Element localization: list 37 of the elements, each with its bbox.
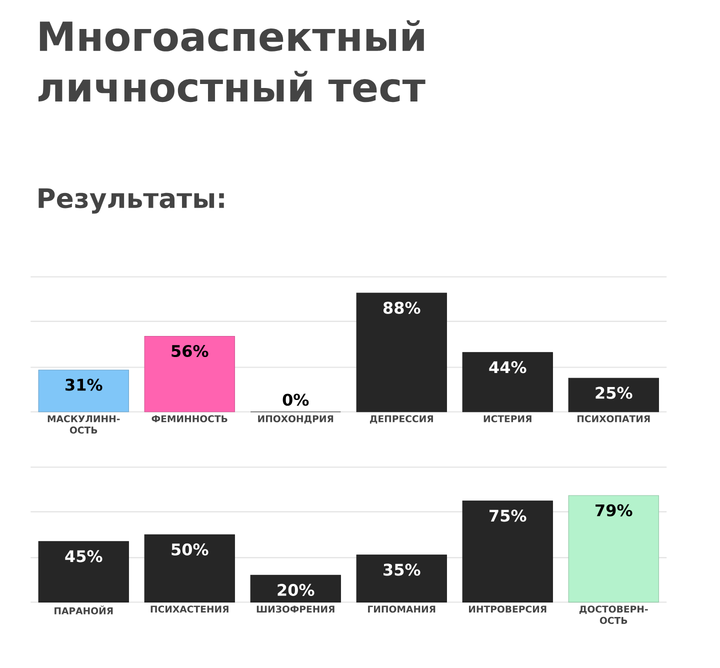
- bar: [38, 541, 129, 602]
- data-label: 25%: [596, 386, 632, 399]
- data-label: 45%: [65, 550, 102, 562]
- x-tick-label: ПАРАНОЙЯ: [54, 606, 113, 614]
- bar: [356, 292, 447, 412]
- data-label: 20%: [278, 584, 314, 596]
- data-label: 31%: [66, 378, 102, 391]
- data-label: 35%: [384, 564, 420, 576]
- x-tick-label: ДЕПРЕССИЯ: [370, 415, 433, 424]
- bar: [250, 574, 341, 602]
- data-label: 50%: [172, 543, 208, 556]
- data-label: 79%: [596, 504, 632, 516]
- data-label: 0%: [282, 394, 309, 406]
- bar: [38, 370, 129, 412]
- x-tick-label: ПСИХОПАТИЯ: [577, 415, 650, 422]
- x-tick-label: ИНТРОВЕРСИЯ: [469, 606, 546, 613]
- bar: [144, 534, 235, 602]
- bar: [356, 554, 447, 602]
- x-tick-label: ШИЗОФРЕНИЯ: [256, 606, 334, 613]
- data-label: 75%: [490, 510, 526, 522]
- chart-title: Многоаспектный личностный тест: [38, 20, 426, 102]
- bar: [568, 378, 659, 412]
- data-label: 56%: [172, 344, 208, 358]
- x-tick-label: ГИПОМАНИЯ: [368, 606, 436, 613]
- bar: [144, 336, 235, 412]
- x-tick-label: ПСИХАСТЕНИЯ: [150, 606, 228, 613]
- bar: [568, 495, 659, 602]
- x-tick-label: ФЕМИННОСТЬ: [152, 415, 228, 422]
- x-tick-label: ИПОХОНДРИЯ: [258, 415, 334, 424]
- x-tick-label: МАСКУЛИНН-ОСТЬ: [48, 415, 120, 434]
- chart-subtitle: Результаты:: [38, 188, 224, 214]
- bar: [462, 352, 553, 412]
- data-label: 88%: [383, 302, 420, 314]
- x-tick-label: ИСТЕРИЯ: [484, 415, 532, 422]
- bar: [462, 500, 553, 602]
- data-label: 44%: [489, 361, 526, 374]
- x-tick-label: ДОСТОВЕРН-ОСТЬ: [579, 606, 648, 624]
